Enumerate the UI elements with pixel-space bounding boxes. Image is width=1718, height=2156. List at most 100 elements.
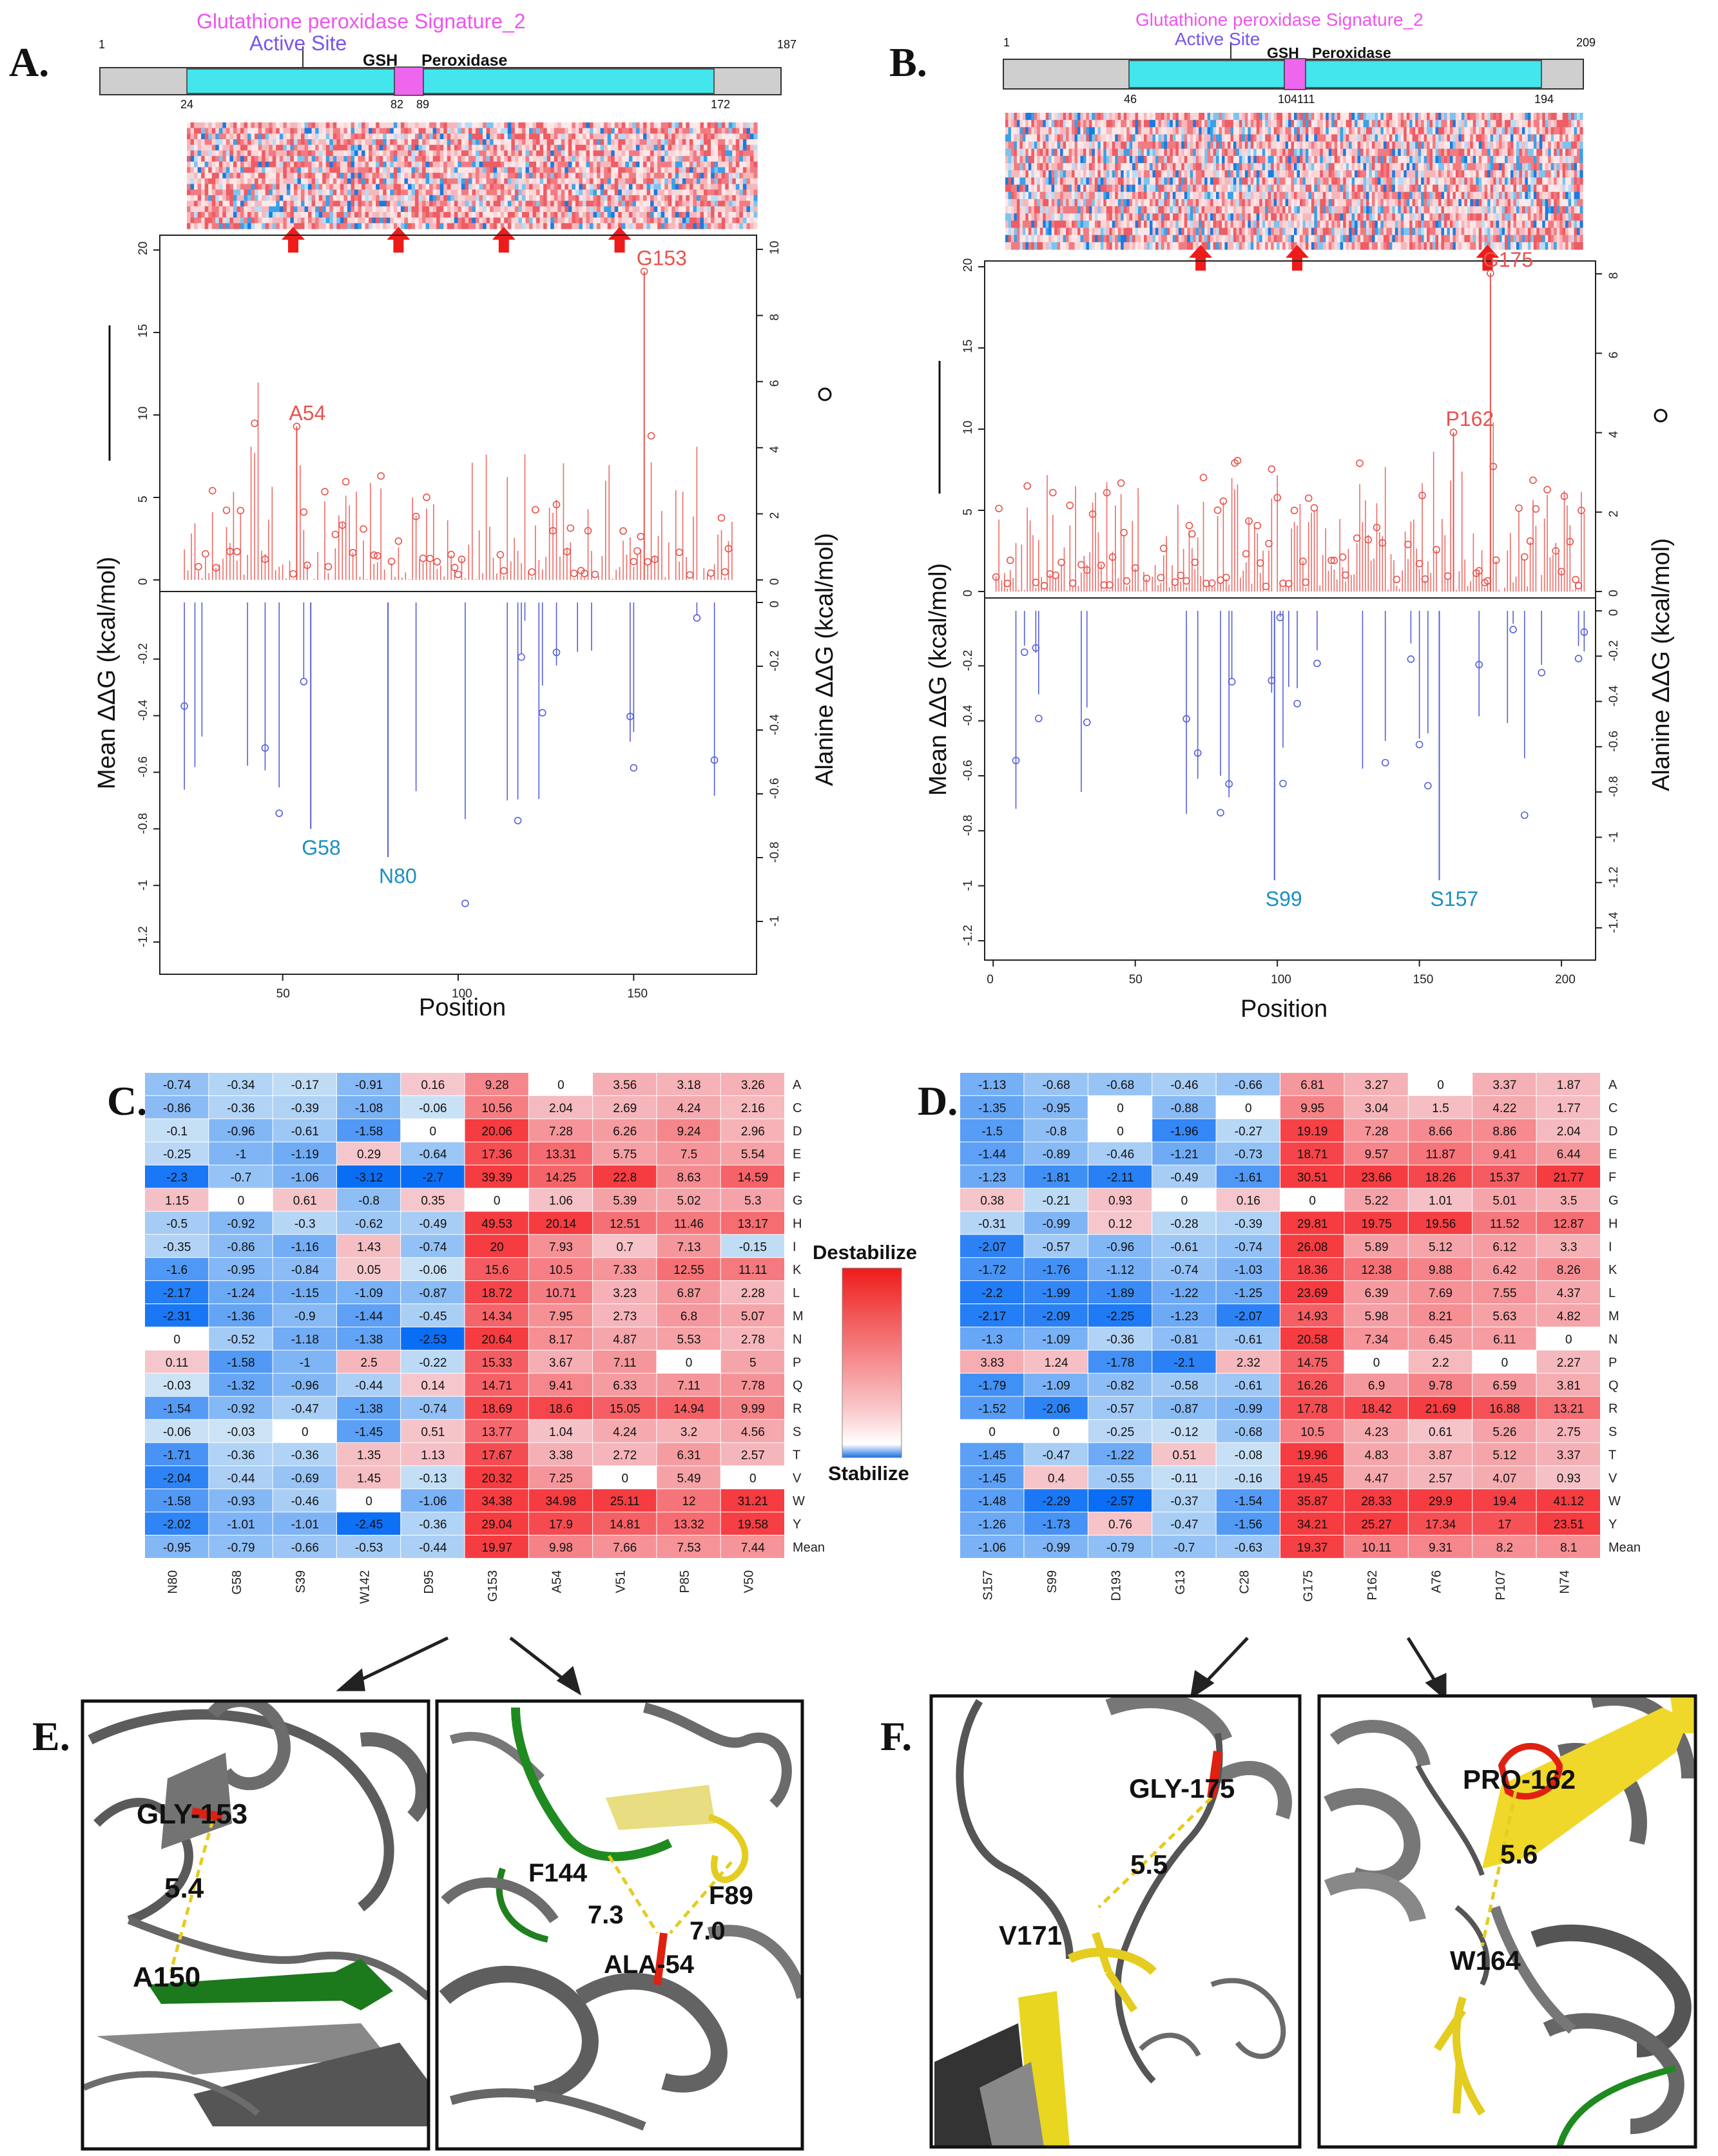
heat-strip-cell [1239, 148, 1242, 157]
heat-strip-cell [1152, 213, 1156, 221]
heat-strip-cell [472, 189, 476, 196]
heat-strip-cell [258, 217, 262, 224]
heat-strip-cell [1138, 113, 1142, 120]
heat-strip-cell [215, 161, 220, 168]
heat-strip-cell [529, 128, 534, 134]
heat-strip-cell [476, 223, 480, 229]
heat-strip-cell [493, 139, 497, 146]
heat-strip-cell [297, 189, 302, 196]
heat-strip-cell [550, 200, 555, 207]
heat-strip-cell [1181, 155, 1185, 164]
heat-strip-cell [236, 156, 241, 162]
heat-strip-cell [1166, 220, 1170, 229]
heat-strip-cell [1126, 198, 1130, 207]
heat-strip-cell [1005, 141, 1009, 149]
heat-strip-cell [561, 150, 565, 157]
heat-strip-cell [336, 161, 341, 168]
heat-strip-cell [1155, 127, 1159, 135]
heat-strip-cell [1193, 206, 1197, 214]
heat-strip-cell [486, 144, 490, 151]
heat-strip-cell [561, 189, 565, 196]
heat-strip-cell [1037, 113, 1041, 120]
heat-strip-cell [1016, 113, 1020, 120]
heat-strip-cell [557, 128, 562, 134]
heat-strip-cell [1199, 127, 1202, 135]
heat-strip-cell [194, 211, 198, 218]
heat-strip-cell [201, 128, 206, 134]
heat-strip-cell [565, 173, 569, 179]
heat-strip-cell [668, 189, 672, 196]
heat-strip-cell [539, 189, 544, 196]
heat-strip-cell [1123, 163, 1127, 171]
heat-strip-cell [454, 144, 458, 151]
heat-strip-cell [283, 211, 287, 218]
heat-strip-cell [1094, 220, 1098, 229]
heat-strip-cell [365, 139, 369, 146]
heat-strip-cell [639, 178, 644, 185]
heat-strip-cell [593, 178, 597, 185]
heat-strip-cell [536, 223, 541, 229]
heat-strip-cell [1094, 141, 1098, 149]
heat-strip-cell [1045, 227, 1049, 236]
heat-strip-cell [721, 161, 726, 168]
heat-strip-cell [753, 139, 758, 146]
heat-strip-cell [1239, 163, 1242, 171]
heat-strip-cell [1244, 170, 1248, 178]
heat-strip-cell [718, 189, 722, 196]
heat-strip-cell [1037, 227, 1041, 236]
heat-strip-cell [1201, 170, 1205, 178]
point-destabilizing [423, 494, 430, 501]
heat-strip-cell [1060, 213, 1064, 221]
heat-strip-cell [1230, 155, 1234, 164]
heat-strip-cell [347, 223, 352, 229]
heat-strip-cell [568, 150, 572, 157]
heat-strip-cell [1060, 220, 1064, 229]
heat-strip-cell [483, 139, 487, 146]
heat-strip-cell [429, 184, 434, 190]
heat-strip-cell [1117, 198, 1121, 207]
domain-active-site-label: Active Site [1175, 29, 1260, 49]
heat-strip-cell [354, 161, 359, 168]
heat-strip-cell [546, 189, 551, 196]
heat-strip-cell [351, 178, 355, 185]
heat-strip-cell [500, 133, 505, 140]
heat-strip-cell [704, 223, 708, 229]
heat-strip-cell [1219, 113, 1222, 120]
heat-strip-cell [582, 200, 587, 207]
heat-strip-cell [262, 156, 266, 162]
heat-strip-cell [279, 156, 284, 162]
heat-strip-cell [215, 167, 220, 173]
heat-strip-cell [1043, 120, 1047, 128]
heat-strip-cell [582, 211, 587, 218]
heat-strip-cell [1039, 220, 1043, 229]
heat-strip-cell [657, 184, 662, 190]
heat-strip-cell [582, 195, 587, 202]
heat-strip-cell [507, 161, 512, 168]
heat-strip-cell [593, 150, 597, 157]
heat-strip-cell [497, 144, 501, 151]
heat-strip-cell [536, 133, 541, 140]
heat-strip-cell [215, 211, 220, 218]
heat-strip-cell [379, 211, 383, 218]
heat-strip-cell [686, 184, 690, 190]
heat-strip-cell [1037, 134, 1041, 142]
heat-strip-cell [668, 128, 672, 134]
heat-strip-cell [1172, 242, 1176, 250]
heat-strip-cell [393, 144, 398, 151]
heat-strip-cell [318, 217, 323, 224]
heat-strip-cell [497, 139, 501, 146]
heat-strip-cell [1100, 127, 1104, 135]
heat-strip-cell [1072, 177, 1076, 186]
heat-strip-cell [465, 150, 469, 157]
heat-strip-cell [1184, 184, 1188, 193]
heat-strip-cell [1132, 198, 1136, 207]
heat-strip-cell [1057, 191, 1061, 200]
heat-strip-cell [358, 161, 362, 168]
point-destabilizing [387, 557, 396, 566]
heat-strip-cell [383, 128, 387, 134]
heat-strip-cell [1184, 127, 1188, 135]
heat-strip-cell [454, 206, 458, 213]
heat-strip-cell [1034, 213, 1038, 221]
heat-strip-cell [521, 200, 526, 207]
heat-strip-cell [618, 156, 623, 162]
